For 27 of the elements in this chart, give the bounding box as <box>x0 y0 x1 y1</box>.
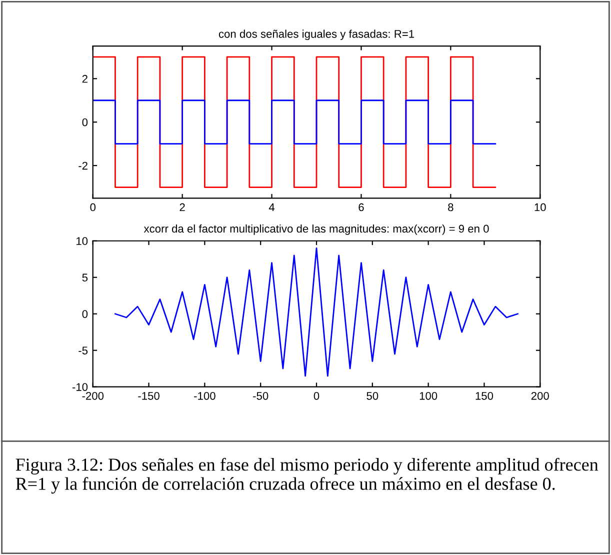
text: Figura 3.12: Dos señales en fase del mismo periodo y diferente amplitud ofrecen R=1 y la función de correlación cruzada ofrece un máximo en el desfase 0. <box>16 458 598 494</box>
y-tick-label: 2 <box>82 74 88 83</box>
line-series <box>114 247 518 377</box>
x-tick-label: 4 <box>268 203 275 212</box>
x-tick-label: 10 <box>534 203 546 212</box>
x-tick-label: 200 <box>531 392 549 400</box>
x-tick-label: 2 <box>180 203 185 212</box>
x-tick-label: -100 <box>194 392 216 400</box>
x-tick-label: -150 <box>138 392 160 400</box>
y-tick-label: 0 <box>82 310 88 318</box>
x-tick-label: 100 <box>420 392 438 400</box>
y-tick-label: 0 <box>82 118 88 126</box>
y-tick-label: -10 <box>72 383 88 391</box>
chart-title: con dos señales iguales y fasadas: R=1 <box>218 30 414 40</box>
chart-title: xcorr da el factor multiplicativo de las magnitudes: max(xcorr) = 9 en 0 <box>144 224 489 235</box>
x-tick-label: 0 <box>314 392 320 400</box>
x-tick-label: 0 <box>90 203 96 212</box>
y-tick-label: 10 <box>76 237 88 246</box>
x-tick-label: -50 <box>253 392 268 400</box>
y-tick-label: -2 <box>78 162 88 170</box>
y-tick-label: 5 <box>82 274 88 282</box>
x-tick-label: 6 <box>358 203 364 212</box>
x-tick-label: 50 <box>366 392 378 400</box>
x-tick-label: 8 <box>448 203 454 212</box>
x-tick-label: 150 <box>476 392 494 400</box>
y-tick-label: -5 <box>78 346 88 354</box>
x-tick-label: -200 <box>82 392 104 400</box>
